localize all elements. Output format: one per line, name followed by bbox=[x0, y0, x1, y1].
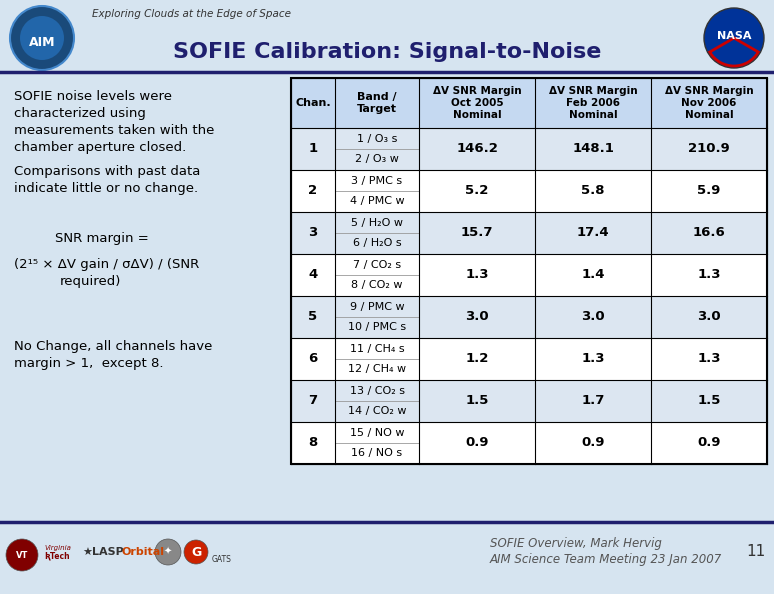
Text: 9 / PMC w: 9 / PMC w bbox=[350, 302, 404, 312]
Text: 16.6: 16.6 bbox=[693, 226, 725, 239]
Text: 7 / CO₂ s: 7 / CO₂ s bbox=[353, 260, 401, 270]
Bar bbox=[291, 128, 767, 170]
Text: 6: 6 bbox=[308, 352, 317, 365]
Bar bbox=[291, 78, 767, 464]
Text: Virginia: Virginia bbox=[44, 545, 71, 551]
Text: SOFIE Overview, Mark Hervig: SOFIE Overview, Mark Hervig bbox=[490, 538, 662, 551]
Text: 5.9: 5.9 bbox=[697, 185, 721, 197]
Text: AIM Science Team Meeting 23 Jan 2007: AIM Science Team Meeting 23 Jan 2007 bbox=[490, 554, 722, 567]
Text: ƦTech: ƦTech bbox=[44, 551, 70, 561]
Bar bbox=[291, 212, 767, 254]
Text: 148.1: 148.1 bbox=[572, 143, 614, 156]
Text: 5 / H₂O w: 5 / H₂O w bbox=[351, 219, 403, 228]
Text: 1.4: 1.4 bbox=[581, 268, 604, 282]
Text: 3.0: 3.0 bbox=[581, 311, 604, 324]
Text: Comparisons with past data: Comparisons with past data bbox=[14, 165, 200, 178]
Text: Orbital: Orbital bbox=[122, 547, 165, 557]
Bar bbox=[291, 380, 767, 422]
Text: 4: 4 bbox=[308, 268, 317, 282]
Text: 1 / O₃ s: 1 / O₃ s bbox=[357, 134, 397, 144]
Bar bbox=[291, 170, 767, 212]
Text: 7: 7 bbox=[308, 394, 317, 407]
Text: 15 / NO w: 15 / NO w bbox=[350, 428, 404, 438]
Text: NASA: NASA bbox=[717, 31, 752, 41]
Text: 11 / CH₄ s: 11 / CH₄ s bbox=[350, 345, 404, 355]
Text: (2¹⁵ × ΔV gain / σΔV) / (SNR: (2¹⁵ × ΔV gain / σΔV) / (SNR bbox=[14, 258, 199, 271]
Text: 15.7: 15.7 bbox=[461, 226, 493, 239]
Text: 8 / CO₂ w: 8 / CO₂ w bbox=[351, 280, 402, 290]
Text: 10 / PMC s: 10 / PMC s bbox=[348, 322, 406, 331]
Text: Chan.: Chan. bbox=[295, 98, 330, 108]
Text: ΔV SNR Margin
Feb 2006
Nominal: ΔV SNR Margin Feb 2006 Nominal bbox=[549, 86, 637, 119]
Text: Band /
Target: Band / Target bbox=[357, 92, 397, 114]
Text: 6 / H₂O s: 6 / H₂O s bbox=[353, 238, 401, 248]
Text: SOFIE noise levels were: SOFIE noise levels were bbox=[14, 90, 172, 103]
Text: SOFIE Calibration: Signal-to-Noise: SOFIE Calibration: Signal-to-Noise bbox=[173, 42, 601, 62]
Bar bbox=[291, 78, 767, 128]
Text: measurements taken with the: measurements taken with the bbox=[14, 124, 214, 137]
Circle shape bbox=[184, 540, 208, 564]
Bar bbox=[291, 296, 767, 338]
Text: 17.4: 17.4 bbox=[577, 226, 609, 239]
Text: ΔV SNR Margin
Nov 2006
Nominal: ΔV SNR Margin Nov 2006 Nominal bbox=[665, 86, 753, 119]
Text: 1: 1 bbox=[308, 143, 317, 156]
Text: 1.2: 1.2 bbox=[465, 352, 488, 365]
Text: 3.0: 3.0 bbox=[465, 311, 489, 324]
Circle shape bbox=[20, 16, 64, 60]
Text: required): required) bbox=[60, 275, 122, 288]
Text: margin > 1,  except 8.: margin > 1, except 8. bbox=[14, 357, 163, 370]
Text: 1.3: 1.3 bbox=[697, 352, 721, 365]
Text: 5.2: 5.2 bbox=[465, 185, 488, 197]
Bar bbox=[291, 254, 767, 296]
Text: 0.9: 0.9 bbox=[697, 437, 721, 450]
Text: 11: 11 bbox=[746, 545, 765, 560]
Text: 12 / CH₄ w: 12 / CH₄ w bbox=[348, 364, 406, 374]
Text: 1.3: 1.3 bbox=[465, 268, 488, 282]
Text: 13 / CO₂ s: 13 / CO₂ s bbox=[350, 386, 405, 396]
Text: 14 / CO₂ w: 14 / CO₂ w bbox=[348, 406, 406, 416]
Text: GATS: GATS bbox=[212, 555, 232, 564]
Text: 4 / PMC w: 4 / PMC w bbox=[350, 195, 404, 206]
Text: 2: 2 bbox=[308, 185, 317, 197]
Text: 8: 8 bbox=[308, 437, 317, 450]
Text: 1.5: 1.5 bbox=[697, 394, 721, 407]
Text: indicate little or no change.: indicate little or no change. bbox=[14, 182, 198, 195]
Circle shape bbox=[704, 8, 764, 68]
Text: ★LASP: ★LASP bbox=[82, 547, 124, 557]
Bar bbox=[291, 422, 767, 464]
Text: 5: 5 bbox=[308, 311, 317, 324]
Text: ✦: ✦ bbox=[164, 547, 172, 557]
Circle shape bbox=[6, 539, 38, 571]
Text: VT: VT bbox=[15, 551, 28, 560]
Text: 16 / NO s: 16 / NO s bbox=[351, 448, 402, 457]
Bar bbox=[291, 338, 767, 380]
Text: ΔV SNR Margin
Oct 2005
Nominal: ΔV SNR Margin Oct 2005 Nominal bbox=[433, 86, 522, 119]
Text: 3 / PMC s: 3 / PMC s bbox=[351, 176, 402, 187]
Text: 0.9: 0.9 bbox=[465, 437, 488, 450]
Circle shape bbox=[155, 539, 181, 565]
Text: 3: 3 bbox=[308, 226, 317, 239]
Text: characterized using: characterized using bbox=[14, 107, 146, 120]
Text: 3.0: 3.0 bbox=[697, 311, 721, 324]
Text: No Change, all channels have: No Change, all channels have bbox=[14, 340, 212, 353]
Text: 0.9: 0.9 bbox=[581, 437, 604, 450]
Text: 2 / O₃ w: 2 / O₃ w bbox=[355, 154, 399, 164]
Text: 1.3: 1.3 bbox=[581, 352, 604, 365]
Text: 1.7: 1.7 bbox=[581, 394, 604, 407]
Text: 1.5: 1.5 bbox=[465, 394, 488, 407]
Text: AIM: AIM bbox=[29, 36, 55, 49]
Text: chamber aperture closed.: chamber aperture closed. bbox=[14, 141, 187, 154]
Text: 5.8: 5.8 bbox=[581, 185, 604, 197]
Text: 146.2: 146.2 bbox=[456, 143, 498, 156]
Text: G: G bbox=[191, 545, 201, 558]
Text: 210.9: 210.9 bbox=[688, 143, 730, 156]
Text: SNR margin =: SNR margin = bbox=[55, 232, 149, 245]
Text: Exploring Clouds at the Edge of Space: Exploring Clouds at the Edge of Space bbox=[92, 9, 291, 19]
Circle shape bbox=[10, 6, 74, 70]
Text: 1.3: 1.3 bbox=[697, 268, 721, 282]
